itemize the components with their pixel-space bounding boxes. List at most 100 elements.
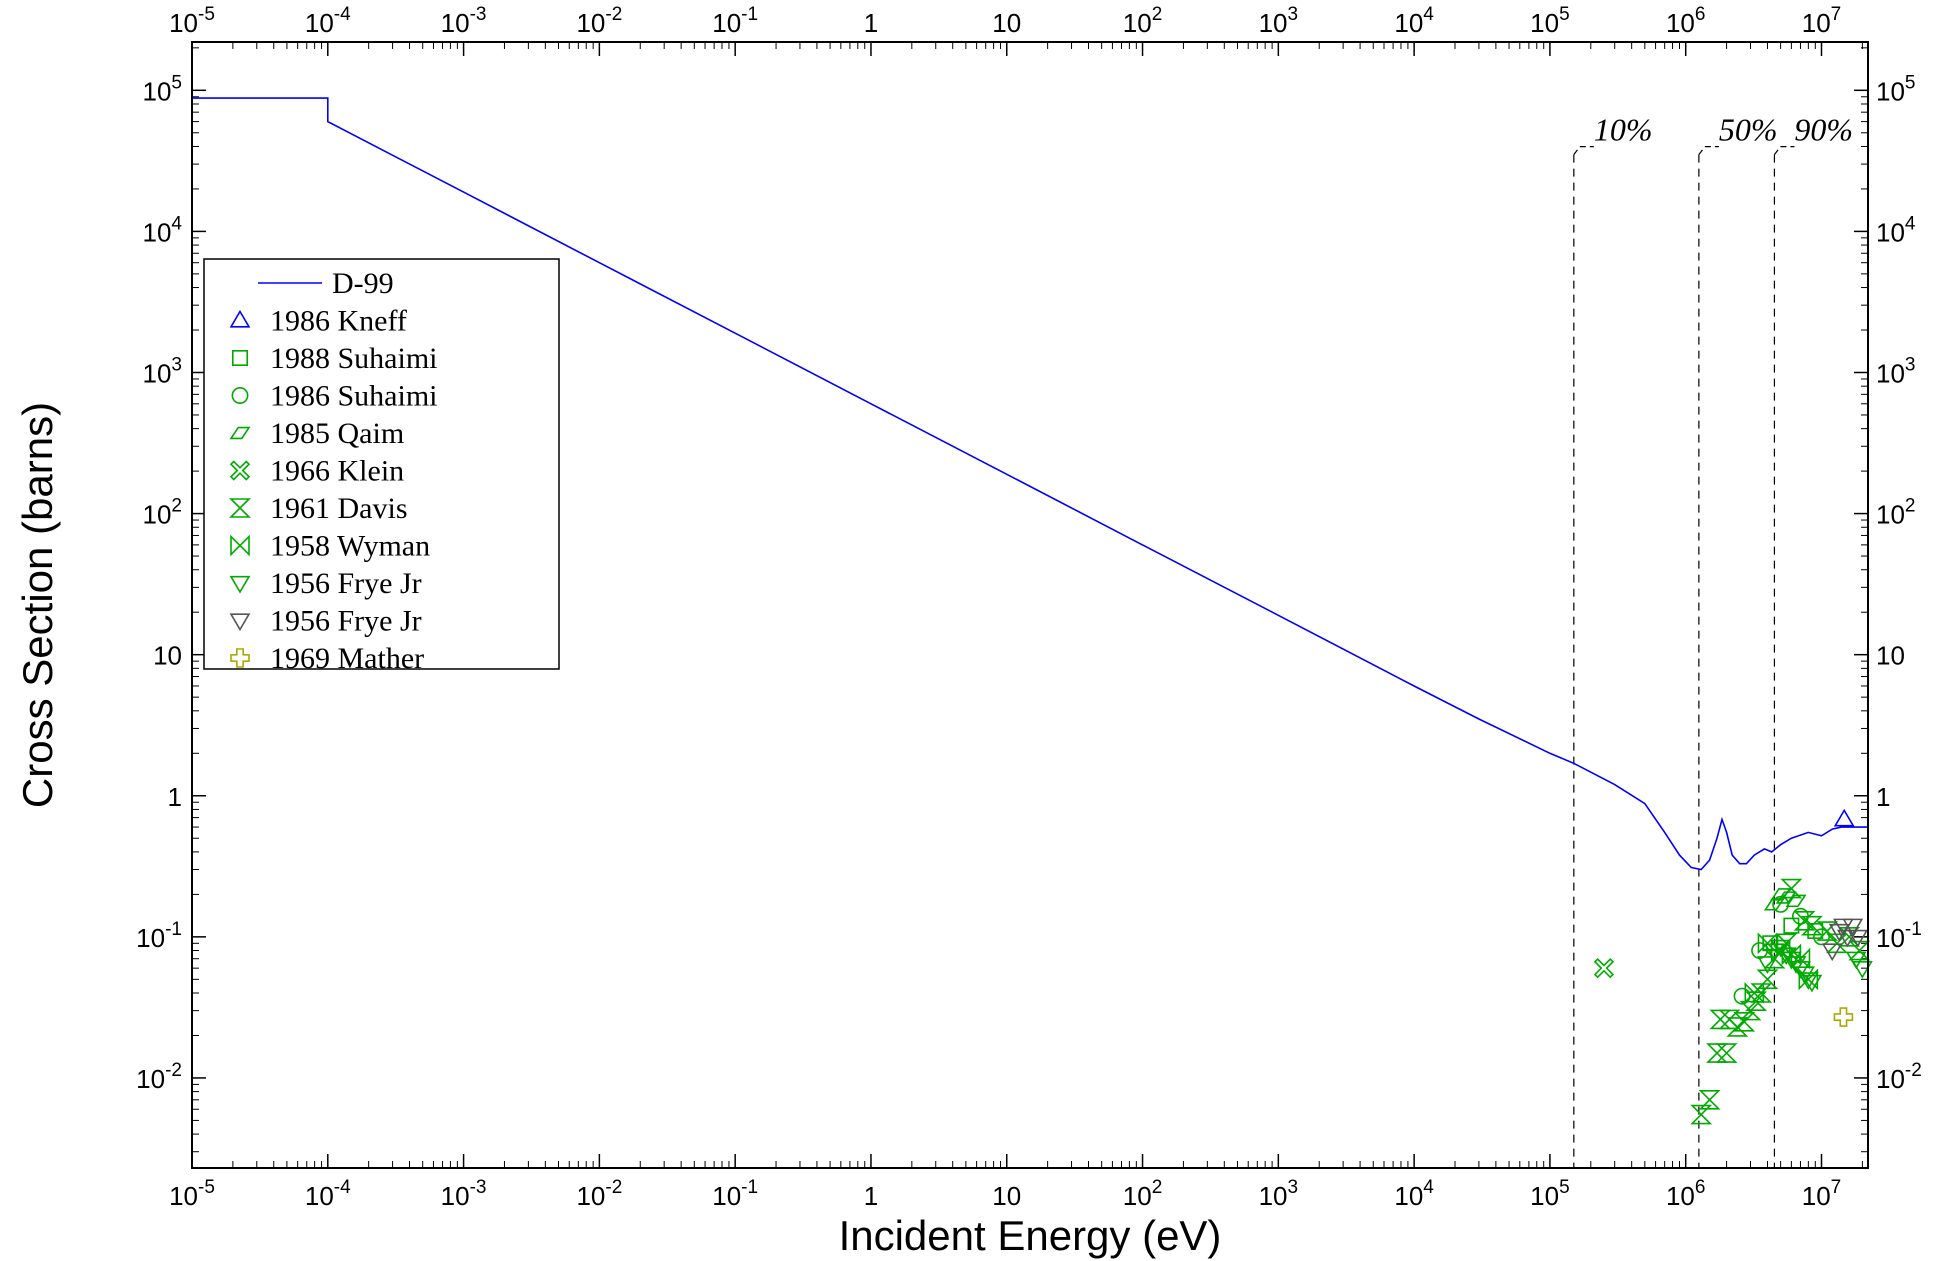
legend-marker <box>229 460 251 481</box>
y-tick-label-right: 102 <box>1876 496 1916 530</box>
x-tick-label-bottom: 10-3 <box>441 1177 487 1211</box>
legend-item: 1985 Qaim <box>229 417 404 450</box>
legend-label: 1961 Davis <box>270 492 408 525</box>
data-point <box>1851 961 1873 979</box>
legend-item: 1956 Frye Jr <box>229 605 422 638</box>
y-tick-label-left: 103 <box>143 354 183 388</box>
data-point <box>1783 917 1800 934</box>
legend-label: 1969 Mather <box>270 642 424 675</box>
y-tick-label-right: 1 <box>1876 782 1890 812</box>
y-tick-label-left: 1 <box>168 782 182 812</box>
percentile-markers: 10% 50% 90% <box>1573 112 1853 1168</box>
series-1 <box>1833 808 1855 827</box>
legend-item: 1986 Suhaimi <box>231 380 438 413</box>
x-tick-label-top: 10-4 <box>305 4 351 38</box>
data-point <box>1836 929 1858 948</box>
data-point <box>1793 910 1816 931</box>
x-tick-label-bottom: 107 <box>1802 1177 1842 1211</box>
legend-item: 1966 Klein <box>229 455 404 488</box>
x-tick-label-top: 107 <box>1802 4 1842 38</box>
legend-marker <box>230 534 250 557</box>
x-tick-label-top: 104 <box>1394 4 1434 38</box>
data-point <box>1775 947 1797 966</box>
legend-label: D-99 <box>332 267 394 300</box>
legend-label: 1966 Klein <box>270 455 404 488</box>
data-point <box>1709 1009 1732 1030</box>
legend-box <box>203 258 560 670</box>
legend-marker <box>229 613 251 632</box>
x-tick-label-bottom: 1 <box>864 1181 878 1211</box>
legend-marker <box>229 309 251 328</box>
data-point <box>1848 940 1871 961</box>
data-point <box>1833 808 1855 827</box>
y-tick-label-left: 105 <box>143 72 183 106</box>
data-point <box>1745 991 1768 1011</box>
y-tick-label-right: 103 <box>1876 354 1916 388</box>
x-tick-label-top: 10-2 <box>576 4 622 38</box>
x-tick-label-bottom: 10-1 <box>712 1177 758 1211</box>
series-0 <box>192 97 1868 871</box>
legend-marker <box>229 498 251 518</box>
y-tick-label-left: 10-1 <box>136 919 182 953</box>
series-4 <box>1763 888 1807 911</box>
legend-label: 1988 Suhaimi <box>270 342 438 375</box>
x-tick-label-top: 102 <box>1123 4 1163 38</box>
legend-label: 1956 Frye Jr <box>270 567 422 600</box>
x-tick-label-bottom: 10 <box>992 1181 1021 1211</box>
percentile-label: 50% <box>1719 112 1778 148</box>
data-point <box>1750 983 1773 1003</box>
x-tick-label-top: 1 <box>864 8 878 38</box>
legend-label: 1985 Qaim <box>270 417 404 450</box>
legend-item: 1986 Kneff <box>229 305 407 338</box>
y-tick-label-right: 10-1 <box>1876 919 1922 953</box>
data-point <box>1780 951 1802 970</box>
data-point <box>1807 923 1824 940</box>
y-tick-label-left: 104 <box>143 213 183 247</box>
data-point <box>1828 923 1850 942</box>
x-tick-label-top: 105 <box>1530 4 1570 38</box>
x-tick-label-top: 10-3 <box>441 4 487 38</box>
data-point <box>1785 956 1807 974</box>
ticks-layer: 10-5 10-5 10-4 10-4 10-3 10-3 10-2 10-2 10-1 10-1… <box>136 4 1922 1211</box>
legend-label: 1958 Wyman <box>270 530 430 563</box>
y-axis-title: Cross Section (barns) <box>14 402 61 808</box>
data-point <box>1715 1043 1738 1063</box>
legend-item: 1961 Davis <box>229 492 408 525</box>
data-point <box>1706 1043 1728 1063</box>
x-tick-label-top: 10 <box>992 8 1021 38</box>
x-axis-title: Incident Energy (eV) <box>839 1212 1222 1259</box>
data-point <box>1847 929 1869 948</box>
data-point <box>1797 972 1819 990</box>
legend-item: 1988 Suhaimi <box>232 342 438 375</box>
legend-marker <box>232 350 248 366</box>
data-point <box>1744 982 1765 1004</box>
series-10 <box>1833 1007 1854 1027</box>
legend-item: 1958 Wyman <box>230 530 430 563</box>
percentile-bracket <box>1773 146 1795 155</box>
x-tick-label-bottom: 104 <box>1394 1177 1434 1211</box>
series-line-d99 <box>192 97 1868 871</box>
x-tick-label-top: 10-5 <box>169 4 215 38</box>
x-tick-label-top: 106 <box>1666 4 1706 38</box>
legend-marker <box>231 387 249 404</box>
series-9 <box>1821 918 1869 962</box>
legend-marker <box>229 575 251 594</box>
legend-marker <box>229 426 251 440</box>
legend-label: 1986 Kneff <box>270 305 407 338</box>
x-tick-label-bottom: 106 <box>1666 1177 1706 1211</box>
data-point <box>1698 1090 1721 1110</box>
x-tick-label-bottom: 105 <box>1530 1177 1570 1211</box>
data-point <box>1733 987 1751 1005</box>
data-point <box>1842 918 1864 937</box>
y-tick-label-right: 105 <box>1876 72 1916 106</box>
y-tick-label-left: 10-2 <box>136 1060 182 1094</box>
series-8 <box>1757 939 1873 993</box>
y-tick-label-left: 102 <box>143 496 183 530</box>
y-tick-label-left: 10 <box>153 641 182 671</box>
legend-label: 1956 Frye Jr <box>270 605 422 638</box>
data-point <box>1733 1012 1756 1032</box>
plot-frame <box>191 41 1869 1169</box>
data-point <box>1757 956 1778 974</box>
data-point <box>1845 951 1867 970</box>
x-tick-label-bottom: 10-2 <box>576 1177 622 1211</box>
